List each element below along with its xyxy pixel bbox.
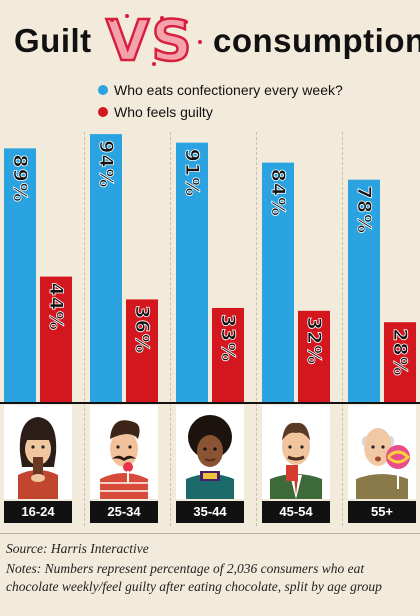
face-panel-25-34 bbox=[90, 405, 158, 499]
bar-weekly-55+ bbox=[348, 179, 380, 402]
legend-dot-red bbox=[98, 107, 108, 117]
bar-guilty-45-54 bbox=[298, 310, 330, 402]
label-weekly-35-44: 91% bbox=[181, 149, 203, 197]
face-panel-45-54 bbox=[262, 405, 330, 499]
bar-guilty-25-34 bbox=[126, 299, 158, 402]
legend: Who eats confectionery every week? Who f… bbox=[98, 79, 343, 123]
legend-item-weekly: Who eats confectionery every week? bbox=[98, 79, 343, 101]
woman-with-bangs-icon bbox=[4, 405, 72, 499]
bar-weekly-16-24 bbox=[4, 148, 36, 402]
bar-weekly-25-34 bbox=[90, 134, 122, 402]
panel-divider bbox=[170, 132, 172, 526]
face-panel-55-plus bbox=[348, 405, 416, 499]
legend-item-guilty: Who feels guilty bbox=[98, 101, 343, 123]
mustached-man-icon bbox=[90, 405, 158, 499]
label-guilty-55+: 28% bbox=[389, 328, 411, 376]
face-panel-16-24 bbox=[4, 405, 72, 499]
panel-divider bbox=[342, 132, 344, 526]
face-panel-35-44 bbox=[176, 405, 244, 499]
woman-with-curly-hair-icon bbox=[176, 405, 244, 499]
source-note: Source: Harris Interactive bbox=[6, 541, 149, 556]
age-label: 55+ bbox=[348, 501, 416, 523]
age-label: 35-44 bbox=[176, 501, 244, 523]
bar-guilty-16-24 bbox=[40, 276, 72, 402]
title-left: Guilt bbox=[14, 22, 92, 59]
label-guilty-16-24: 44% bbox=[45, 283, 67, 331]
panel-divider bbox=[84, 132, 86, 526]
title-right: consumption bbox=[213, 22, 420, 59]
footer-rule bbox=[0, 533, 420, 534]
legend-label-weekly: Who eats confectionery every week? bbox=[114, 82, 343, 98]
panel-divider bbox=[256, 132, 258, 526]
label-guilty-35-44: 33% bbox=[217, 314, 239, 362]
label-guilty-45-54: 32% bbox=[303, 317, 325, 365]
age-label: 16-24 bbox=[4, 501, 72, 523]
age-label: 45-54 bbox=[262, 501, 330, 523]
vs-text: VS bbox=[106, 9, 194, 70]
label-guilty-25-34: 36% bbox=[131, 305, 153, 353]
label-weekly-45-54: 84% bbox=[267, 169, 289, 217]
man-with-tie-icon bbox=[262, 405, 330, 499]
label-weekly-16-24: 89% bbox=[9, 154, 31, 202]
chart-title: Guilt VS consumption bbox=[0, 8, 420, 70]
vs-logo-icon: VS bbox=[105, 8, 202, 70]
bar-weekly-45-54 bbox=[262, 162, 294, 402]
bald-man-with-lollipop-icon bbox=[348, 405, 416, 499]
bar-guilty-35-44 bbox=[212, 307, 244, 402]
bar-weekly-35-44 bbox=[176, 142, 208, 402]
bar-guilty-55+ bbox=[384, 322, 416, 402]
legend-dot-blue bbox=[98, 85, 108, 95]
age-label: 25-34 bbox=[90, 501, 158, 523]
label-weekly-25-34: 94% bbox=[95, 140, 117, 188]
legend-label-guilty: Who feels guilty bbox=[114, 104, 213, 120]
label-weekly-55+: 78% bbox=[353, 186, 375, 234]
notes-text: Notes: Numbers represent percentage of 2… bbox=[6, 561, 382, 594]
